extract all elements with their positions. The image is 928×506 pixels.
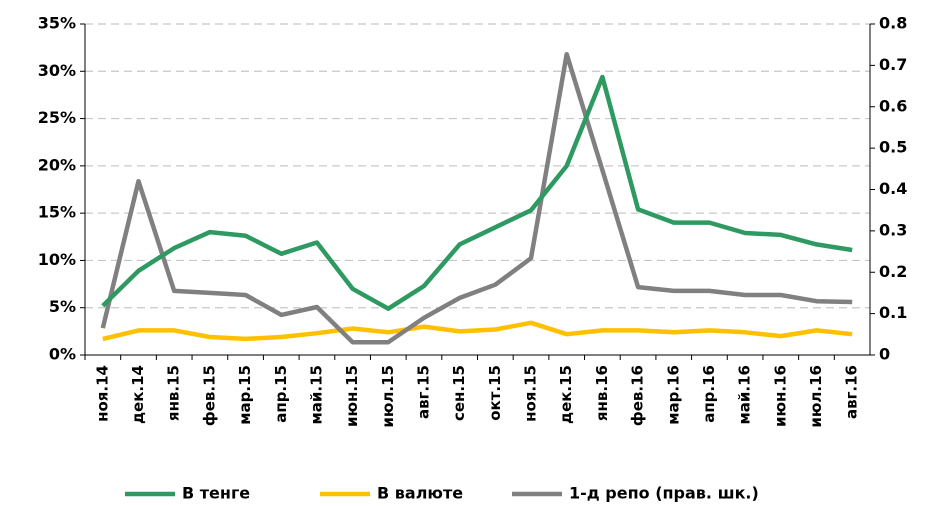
y2-tick-label: 0.2 [879,262,907,281]
y2-tick-label: 0.6 [879,96,907,115]
legend-label: В тенге [182,484,250,503]
x-tick-label: май.15 [307,365,325,424]
x-tick-label: дек.14 [129,365,147,424]
x-tick-label: авг.16 [843,365,861,419]
x-tick-label: мар.15 [236,365,254,425]
y-tick-label: 35% [38,14,76,33]
y2-tick-label: 0.4 [879,179,907,198]
x-tick-label: мар.16 [664,365,682,425]
series-line [100,51,853,345]
x-tick-label: сен.15 [450,365,468,421]
y2-tick-label: 0.7 [879,55,907,74]
x-tick-label: май.16 [736,365,754,424]
x-tick-label: июл.16 [807,365,825,428]
y2-tick-label: 0.3 [879,220,907,239]
y-tick-label: 0% [49,345,76,364]
x-tick-label: янв.16 [593,365,611,421]
x-tick-label: дек.15 [557,365,575,424]
x-tick-label: фев.16 [629,365,647,426]
series-line [102,320,853,342]
y-tick-label: 15% [38,203,76,222]
y2-tick-label: 0.5 [879,138,907,157]
y-tick-label: 10% [38,250,76,269]
x-tick-label: июн.15 [343,365,361,427]
x-tick-label: июн.16 [771,365,789,427]
x-tick-label: фев.15 [200,365,218,426]
y2-tick-label: 0 [879,345,890,364]
x-tick-label: апр.16 [700,365,718,423]
x-tick-label: ноя.15 [522,365,540,422]
series-line [101,74,853,311]
legend-label: 1-д репо (прав. шк.) [569,484,759,503]
y-tick-label: 25% [38,108,76,127]
y2-tick-label: 0.8 [879,14,907,33]
x-tick-label: авг.15 [414,365,432,419]
y-tick-label: 5% [49,297,76,316]
x-tick-label: окт.15 [486,365,504,421]
y2-tick-label: 0.1 [879,303,907,322]
x-tick-label: апр.15 [272,365,290,423]
x-tick-label: янв.15 [165,365,183,421]
y-tick-label: 30% [38,61,76,80]
x-tick-label: июл.15 [379,365,397,428]
legend-label: В валюте [377,484,463,503]
y-tick-label: 20% [38,155,76,174]
x-tick-label: ноя.14 [93,365,111,422]
